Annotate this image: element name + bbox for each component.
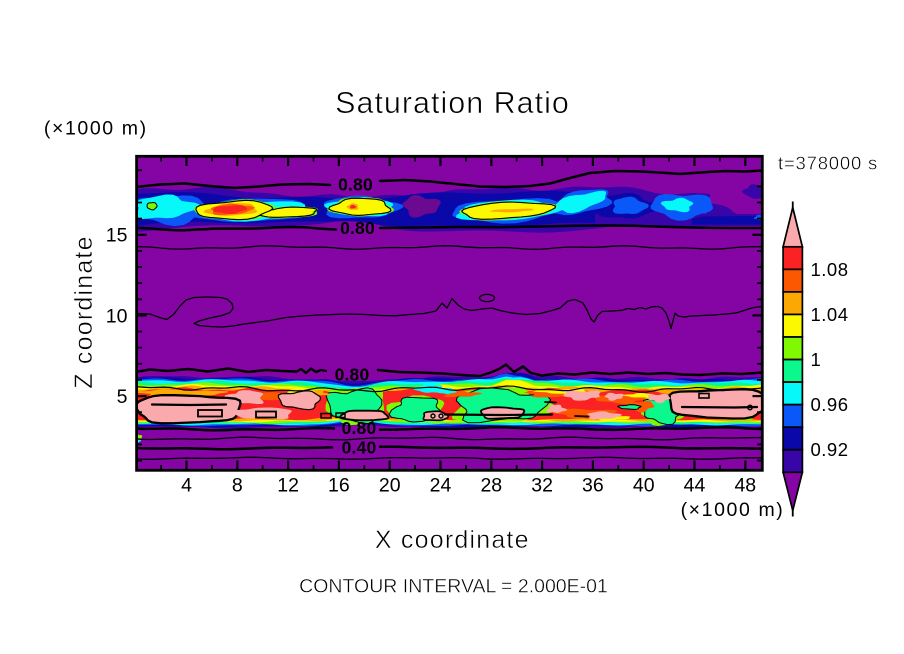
svg-text:1.04: 1.04: [811, 304, 849, 325]
svg-text:(×1000 m): (×1000 m): [44, 118, 148, 140]
svg-text:8: 8: [232, 475, 243, 497]
svg-text:0.92: 0.92: [811, 439, 849, 460]
svg-text:0.96: 0.96: [811, 394, 849, 415]
svg-text:4: 4: [181, 475, 192, 497]
svg-text:Z coordinate: Z coordinate: [70, 235, 98, 388]
svg-text:0.80: 0.80: [342, 418, 377, 438]
svg-text:36: 36: [582, 475, 604, 497]
svg-text:28: 28: [480, 475, 502, 497]
svg-text:Saturation Ratio: Saturation Ratio: [335, 86, 570, 120]
svg-text:12: 12: [277, 475, 299, 497]
svg-text:20: 20: [379, 475, 401, 497]
svg-text:15: 15: [106, 225, 128, 247]
svg-text:5: 5: [117, 386, 128, 408]
svg-text:X coordinate: X coordinate: [375, 526, 530, 554]
svg-text:32: 32: [531, 475, 553, 497]
svg-text:t=378000 s: t=378000 s: [778, 153, 878, 174]
svg-text:40: 40: [633, 475, 655, 497]
svg-text:48: 48: [734, 475, 756, 497]
svg-text:0.80: 0.80: [340, 218, 375, 238]
svg-text:CONTOUR INTERVAL = 2.000E-01: CONTOUR INTERVAL = 2.000E-01: [299, 576, 608, 598]
svg-text:0.40: 0.40: [342, 438, 377, 458]
svg-text:1.08: 1.08: [811, 259, 849, 280]
svg-text:16: 16: [328, 475, 350, 497]
svg-text:(×1000 m): (×1000 m): [681, 499, 785, 521]
svg-text:0.80: 0.80: [335, 365, 370, 385]
svg-text:44: 44: [684, 475, 706, 497]
svg-text:0.80: 0.80: [338, 175, 373, 195]
svg-text:24: 24: [430, 475, 452, 497]
svg-text:1: 1: [811, 349, 822, 370]
svg-text:10: 10: [106, 305, 128, 327]
